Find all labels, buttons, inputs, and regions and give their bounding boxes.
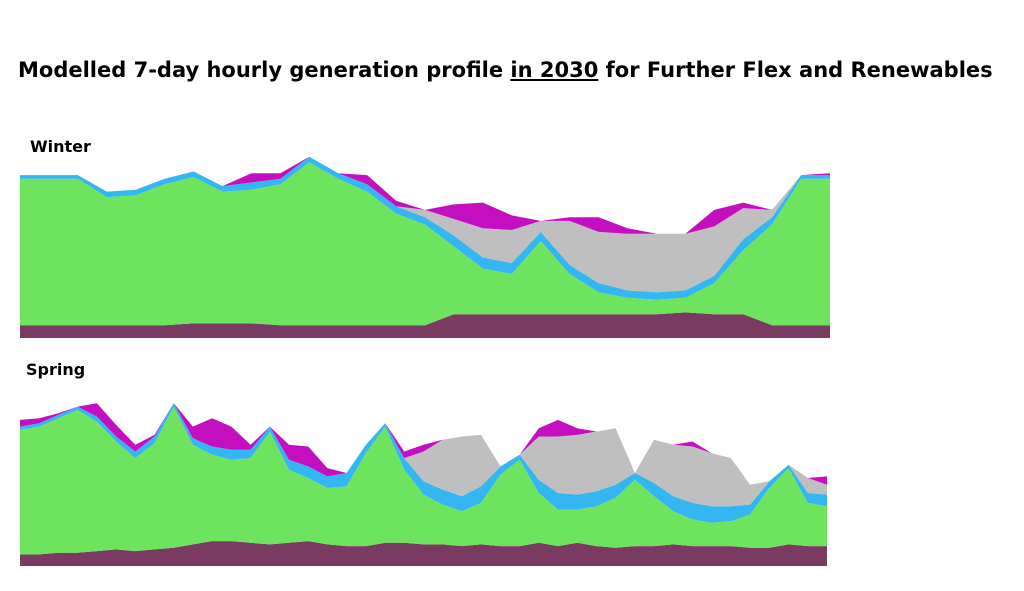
spring-series-green-1 <box>20 406 827 555</box>
spring-series-base-0 <box>20 541 827 566</box>
winter-chart <box>20 156 830 338</box>
title-prefix: Modelled 7-day hourly generation profile <box>18 58 511 82</box>
winter-series-grey-3 <box>20 156 830 293</box>
winter-series-green-1 <box>20 162 830 326</box>
winter-series-base-0 <box>20 312 830 338</box>
chart-title: Modelled 7-day hourly generation profile… <box>18 58 1024 82</box>
spring-series-magenta-4 <box>20 403 827 485</box>
spring-series-grey-3 <box>20 403 827 507</box>
spring-panel-label: Spring <box>26 360 86 379</box>
spring-series-blue-2 <box>20 403 827 523</box>
title-suffix: for Further Flex and Renewables <box>598 58 993 82</box>
winter-panel-label: Winter <box>30 137 91 156</box>
spring-chart <box>20 403 827 566</box>
title-highlight: in 2030 <box>510 58 599 82</box>
